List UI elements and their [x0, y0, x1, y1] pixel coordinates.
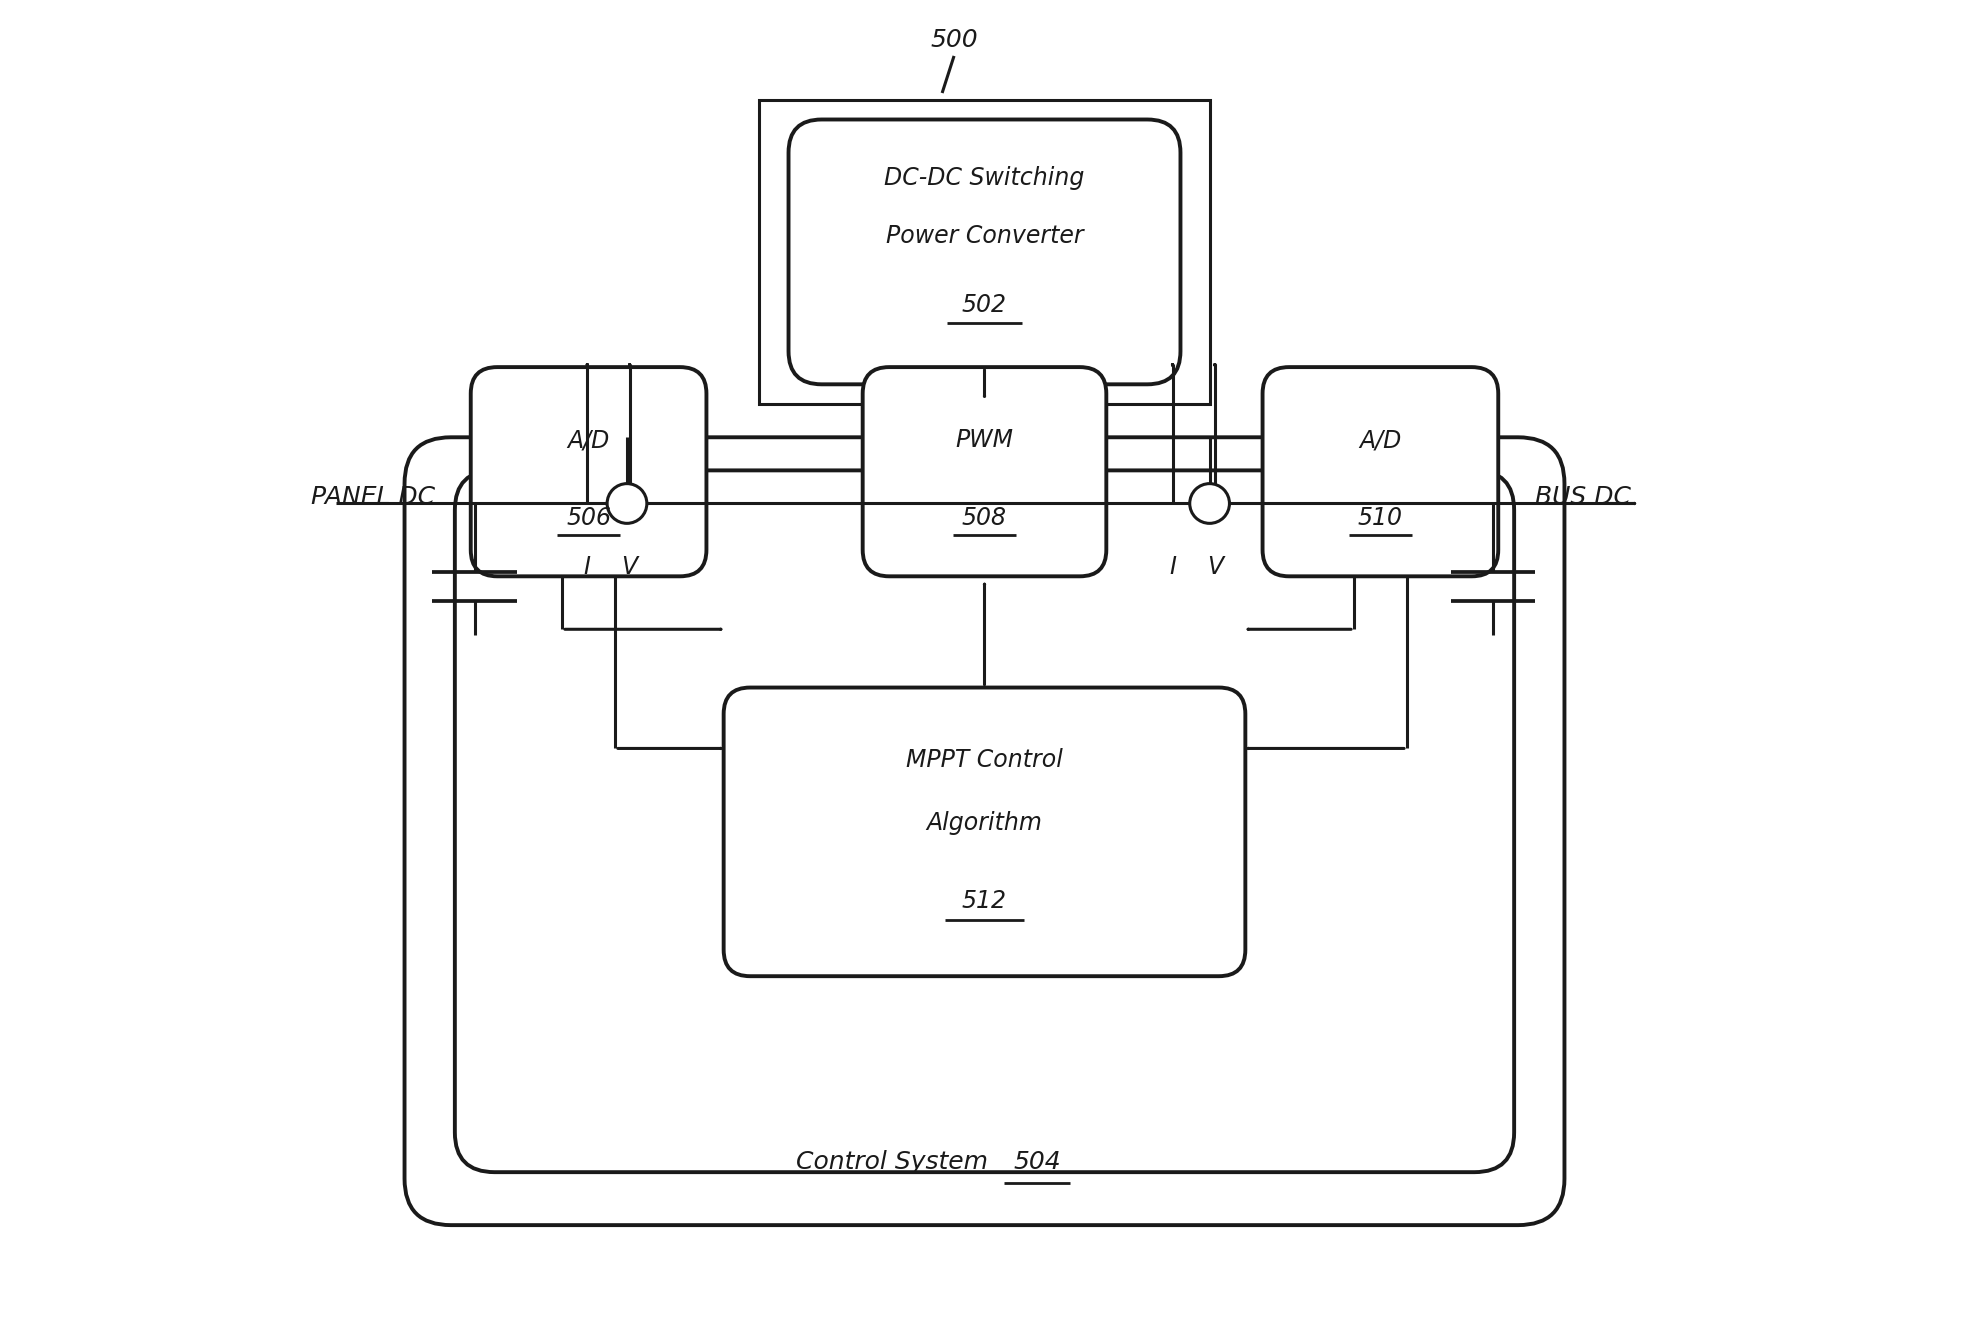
- Bar: [760, 99, 1209, 404]
- FancyBboxPatch shape: [788, 119, 1181, 384]
- Text: PANEL DC: PANEL DC: [311, 484, 435, 508]
- Circle shape: [1189, 483, 1229, 523]
- Text: 502: 502: [963, 293, 1006, 317]
- Text: Algorithm: Algorithm: [927, 811, 1042, 835]
- FancyBboxPatch shape: [862, 367, 1107, 577]
- Text: PWM: PWM: [955, 428, 1014, 452]
- Text: MPPT Control: MPPT Control: [906, 748, 1063, 772]
- Circle shape: [606, 483, 648, 523]
- Text: DC-DC Switching: DC-DC Switching: [884, 166, 1085, 190]
- Text: 510: 510: [1359, 506, 1402, 530]
- Text: 500: 500: [929, 28, 979, 52]
- Text: 506: 506: [567, 506, 610, 530]
- Text: 508: 508: [963, 506, 1006, 530]
- FancyBboxPatch shape: [1262, 367, 1498, 577]
- FancyBboxPatch shape: [471, 367, 707, 577]
- FancyBboxPatch shape: [455, 471, 1514, 1172]
- FancyBboxPatch shape: [725, 688, 1244, 977]
- FancyBboxPatch shape: [404, 438, 1565, 1226]
- Text: A/D: A/D: [567, 428, 610, 452]
- Text: BUS DC: BUS DC: [1536, 484, 1630, 508]
- Text: Control System: Control System: [795, 1149, 988, 1173]
- Text: I: I: [1170, 555, 1175, 579]
- Text: 512: 512: [963, 890, 1006, 913]
- Text: Power Converter: Power Converter: [886, 223, 1083, 248]
- Text: I: I: [583, 555, 591, 579]
- Text: A/D: A/D: [1359, 428, 1402, 452]
- Text: V: V: [622, 555, 638, 579]
- Text: 504: 504: [1014, 1149, 1061, 1173]
- Text: V: V: [1207, 555, 1223, 579]
